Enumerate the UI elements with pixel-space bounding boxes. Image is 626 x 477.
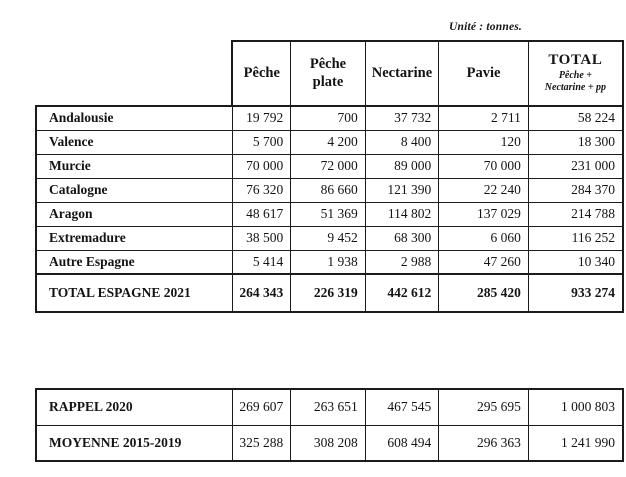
value-cell: 58 224 [527,105,624,131]
value-cell: 308 208 [290,424,366,462]
value-cell: 295 695 [438,388,529,426]
value-cell: 48 617 [231,201,292,227]
value-cell: 10 340 [527,249,624,275]
value-cell: 121 390 [364,177,440,203]
table-row-valence: Valence 5 700 4 200 8 400 120 18 300 [34,129,624,155]
region-label: Murcie [34,153,233,179]
value-cell: 47 260 [438,249,529,275]
region-label: Autre Espagne [34,249,233,275]
value-cell: 700 [290,105,366,131]
value-cell: 8 400 [364,129,440,155]
value-cell: 214 788 [527,201,624,227]
value-cell: 22 240 [438,177,529,203]
recap-row-label: MOYENNE 2015-2019 [35,424,233,462]
value-cell: 1 000 803 [527,388,624,426]
col-header-peche: Pêche [231,40,292,107]
col-header-pavie: Pavie [438,40,529,107]
value-cell: 89 000 [364,153,440,179]
total-header-subtitle-2: Nectarine + pp [544,82,607,94]
table-row-autre-espagne: Autre Espagne 5 414 1 938 2 988 47 260 1… [34,249,624,275]
header-row: Pêche Pêche plate Nectarine Pavie TOTAL … [36,40,624,107]
table-row-aragon: Aragon 48 617 51 369 114 802 137 029 214… [34,201,624,227]
value-cell: 37 732 [364,105,440,131]
value-cell: 296 363 [438,424,529,462]
value-cell: 608 494 [364,424,440,462]
value-cell: 5 700 [231,129,292,155]
value-cell: 18 300 [527,129,624,155]
production-table-2021: Pêche Pêche plate Nectarine Pavie TOTAL … [34,40,624,313]
table-row-murcie: Murcie 70 000 72 000 89 000 70 000 231 0… [34,153,624,179]
value-cell: 76 320 [231,177,292,203]
value-cell: 6 060 [438,225,529,251]
value-cell: 120 [438,129,529,155]
value-cell: 72 000 [290,153,366,179]
value-cell: 263 651 [290,388,366,426]
value-cell: 114 802 [364,201,440,227]
table-row-rappel-2020: RAPPEL 2020 269 607 263 651 467 545 295 … [35,388,624,426]
total-value-cell: 226 319 [290,273,366,313]
recap-table: RAPPEL 2020 269 607 263 651 467 545 295 … [35,388,624,462]
value-cell: 137 029 [438,201,529,227]
value-cell: 70 000 [231,153,292,179]
region-label: Andalousie [34,105,233,131]
total-row-espagne-2021: TOTAL ESPAGNE 2021 264 343 226 319 442 6… [34,273,624,313]
value-cell: 2 988 [364,249,440,275]
col-header-nectarine: Nectarine [364,40,440,107]
value-cell: 86 660 [290,177,366,203]
table-row-andalousie: Andalousie 19 792 700 37 732 2 711 58 22… [34,105,624,131]
value-cell: 325 288 [231,424,292,462]
value-cell: 9 452 [290,225,366,251]
region-label: Catalogne [34,177,233,203]
table-row-catalogne: Catalogne 76 320 86 660 121 390 22 240 2… [34,177,624,203]
total-header-title: TOTAL [548,52,603,69]
value-cell: 19 792 [231,105,292,131]
total-value-cell: 264 343 [231,273,292,313]
value-cell: 284 370 [527,177,624,203]
value-cell: 1 938 [290,249,366,275]
recap-row-label: RAPPEL 2020 [35,388,233,426]
col-header-total: TOTAL Pêche + Nectarine + pp [527,40,624,107]
region-label: Aragon [34,201,233,227]
unit-label: Unité : tonnes. [449,21,522,33]
value-cell: 5 414 [231,249,292,275]
region-label: Extremadure [34,225,233,251]
col-header-peche-plate: Pêche plate [290,40,366,107]
total-value-cell: 933 274 [527,273,624,313]
table-row-moyenne-2015-2019: MOYENNE 2015-2019 325 288 308 208 608 49… [35,424,624,462]
value-cell: 2 711 [438,105,529,131]
value-cell: 68 300 [364,225,440,251]
value-cell: 4 200 [290,129,366,155]
value-cell: 467 545 [364,388,440,426]
header-spacer [36,41,233,107]
total-row-label: TOTAL ESPAGNE 2021 [34,273,233,313]
value-cell: 70 000 [438,153,529,179]
total-header-subtitle-1: Pêche + [558,69,592,81]
value-cell: 269 607 [231,388,292,426]
value-cell: 1 241 990 [527,424,624,462]
region-label: Valence [34,129,233,155]
value-cell: 38 500 [231,225,292,251]
value-cell: 51 369 [290,201,366,227]
total-value-cell: 442 612 [364,273,440,313]
value-cell: 231 000 [527,153,624,179]
table-row-extremadure: Extremadure 38 500 9 452 68 300 6 060 11… [34,225,624,251]
value-cell: 116 252 [527,225,624,251]
total-value-cell: 285 420 [438,273,529,313]
